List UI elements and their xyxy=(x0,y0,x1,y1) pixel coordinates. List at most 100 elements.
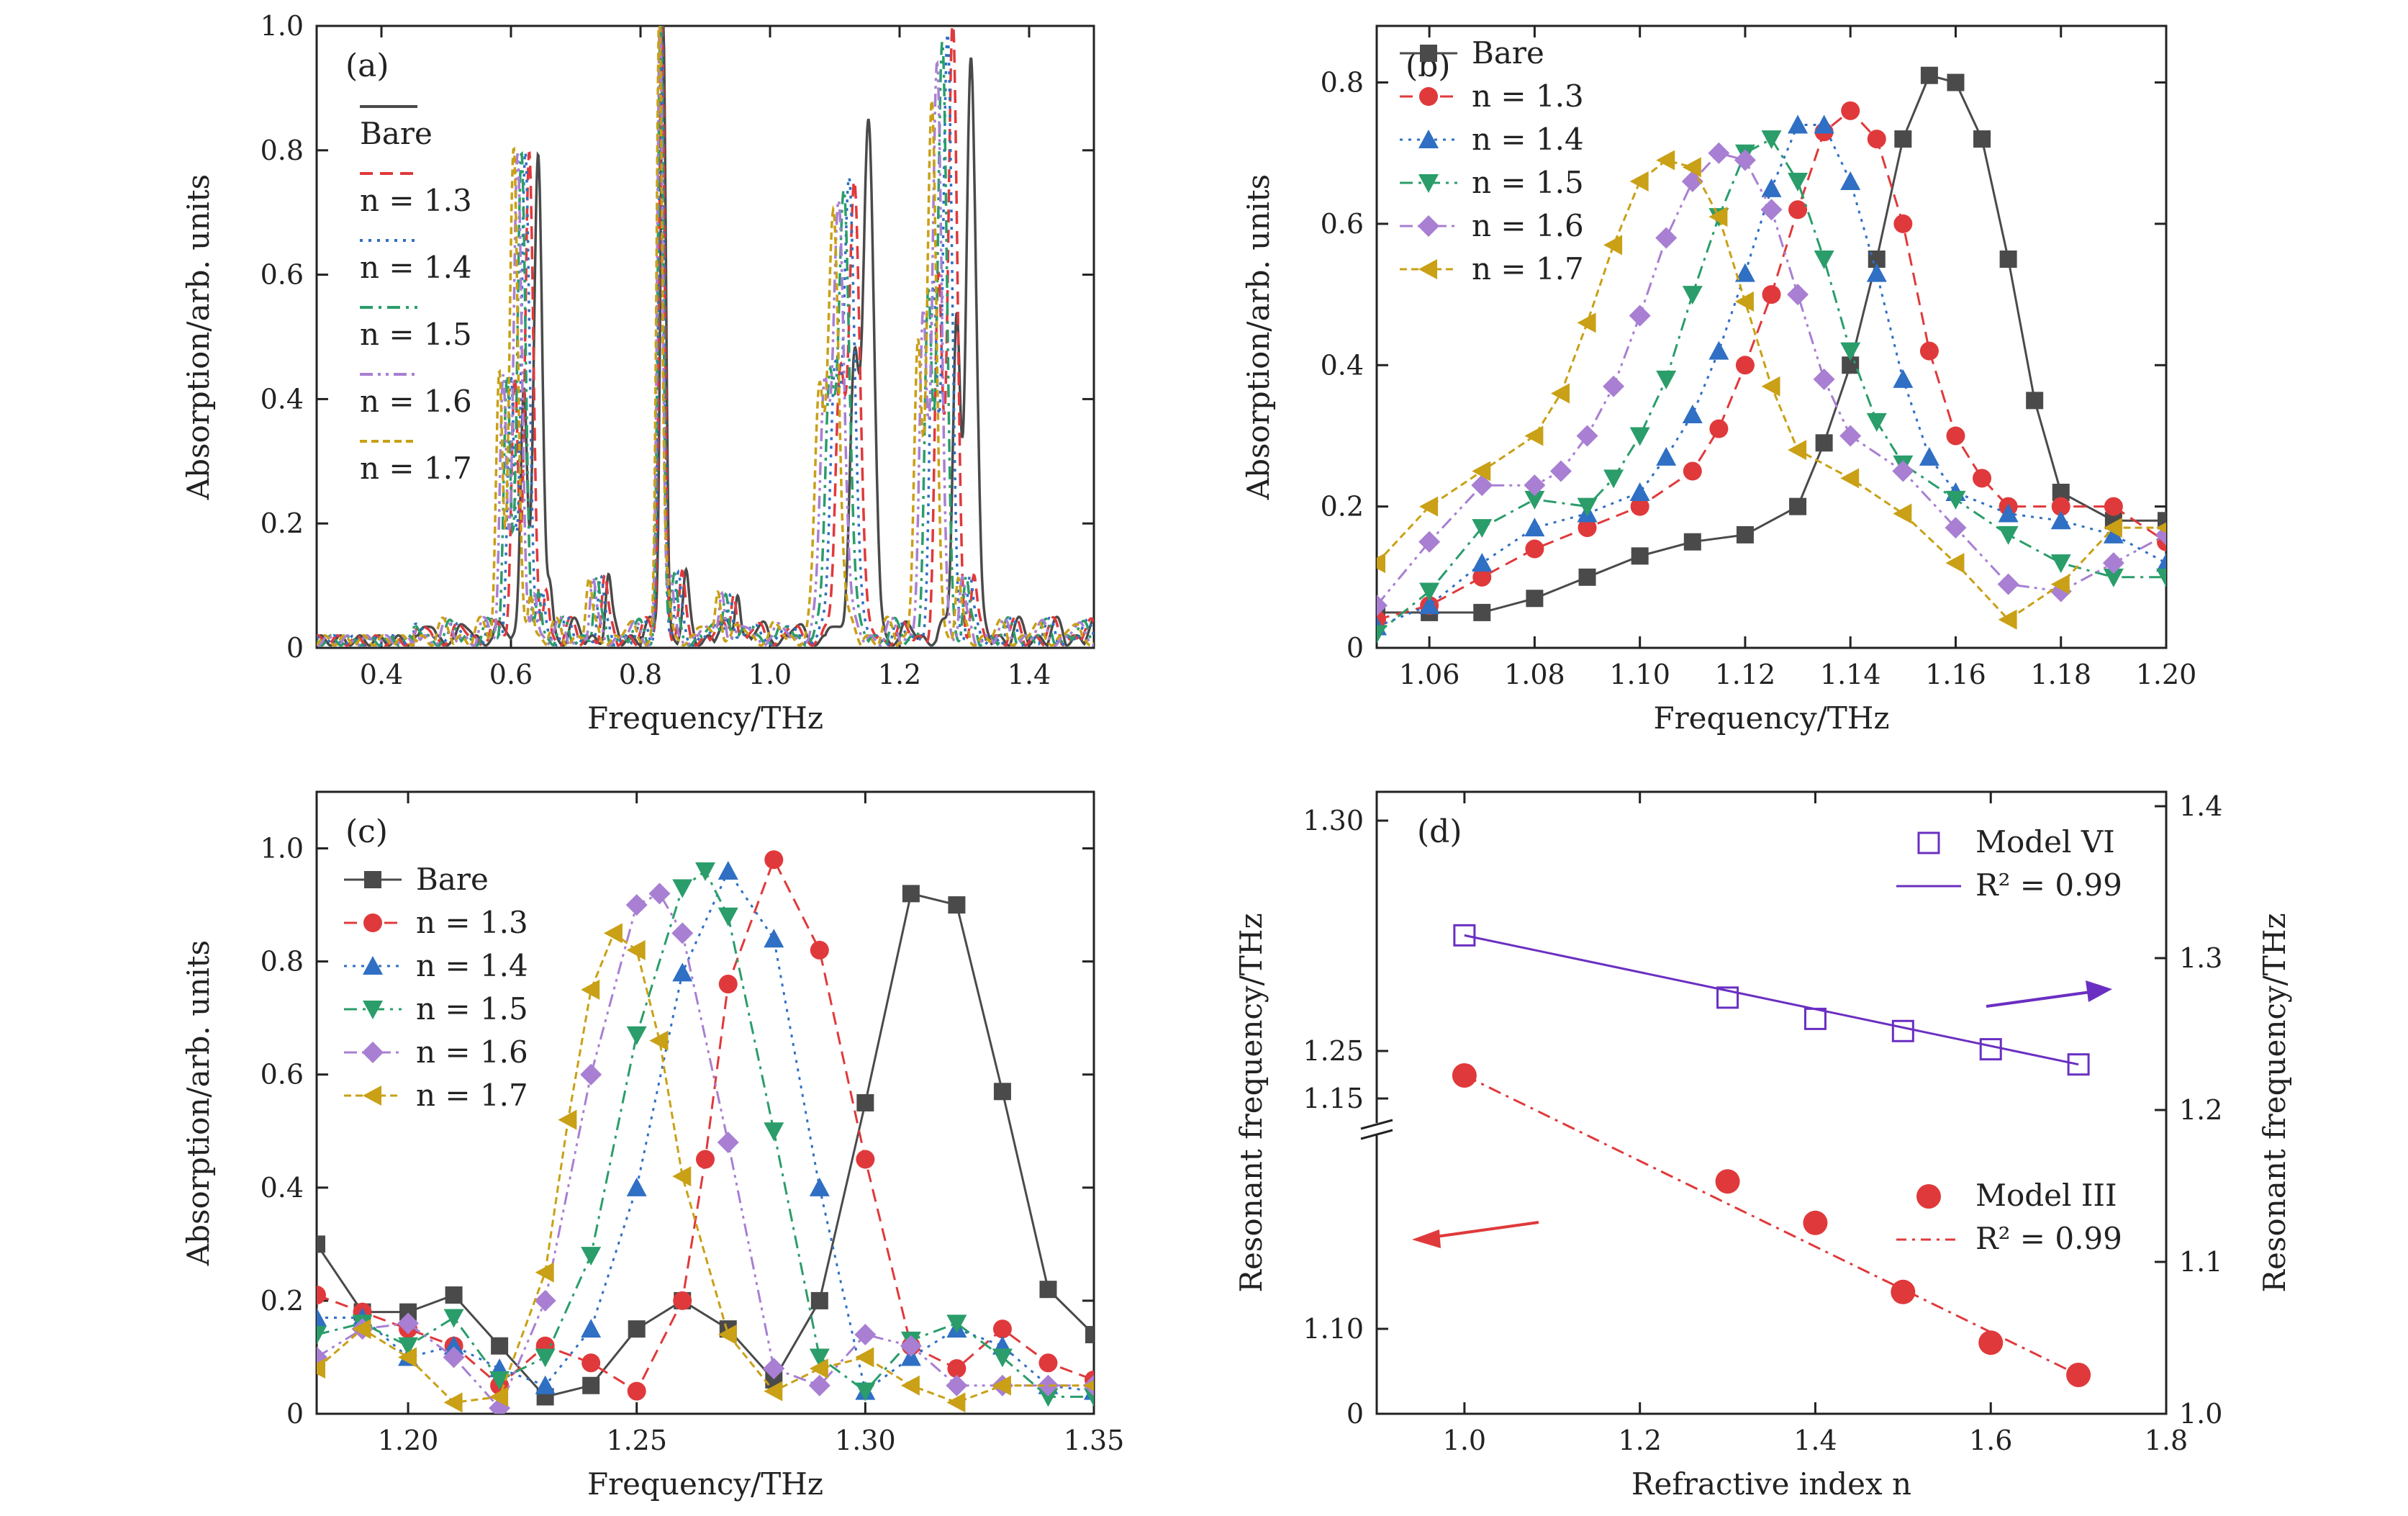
panel-b: 1.06 1.08 1.10 1.12 1.14 1.16 1.18 1.20 0 0.2 0.4 0… xyxy=(1241,24,2197,736)
panel-d: 0 1.10 1.15 1.25 1.30 1.0 1.1 1.2 1.3 1.4 1.0 1.2 1.… xyxy=(1234,790,2292,1502)
x-tick-label: 1.2 xyxy=(1618,1425,1661,1456)
data-point xyxy=(1866,412,1887,432)
series-n-1-6 xyxy=(1377,142,2166,617)
y-axis-title: Absorption/arb. units xyxy=(181,940,216,1266)
data-point xyxy=(1945,517,1967,539)
legend-label-bare: Bare xyxy=(416,862,489,897)
series-line xyxy=(1377,137,2166,635)
legend-label-n-1-3: n = 1.3 xyxy=(416,905,528,940)
y-tick-label-right: 1.2 xyxy=(2179,1094,2222,1126)
data-point xyxy=(1683,461,1702,481)
x-tick-label: 1.4 xyxy=(1008,659,1051,690)
legend-label-n-1-4: n = 1.4 xyxy=(360,250,472,285)
data-point xyxy=(764,929,784,948)
y-tick-label: 0 xyxy=(1346,632,1364,664)
data-point xyxy=(626,939,646,960)
y-tick-label: 0.6 xyxy=(261,1059,304,1091)
data-point xyxy=(317,1307,327,1327)
legend-marker-n-1-6 xyxy=(362,1042,384,1063)
y-axis-title: Absorption/arb. units xyxy=(181,174,216,500)
x-tick-label: 1.8 xyxy=(2145,1425,2188,1456)
data-point xyxy=(1979,1038,2002,1061)
data-point xyxy=(900,1335,922,1357)
data-point xyxy=(627,1381,646,1401)
data-point xyxy=(992,1348,1013,1368)
y-tick-label: 0.8 xyxy=(261,946,304,978)
arrow-right-head xyxy=(2086,980,2112,1002)
arrow-right-axis xyxy=(1986,991,2091,1008)
data-point xyxy=(856,1094,874,1111)
x-tick-label: 0.6 xyxy=(489,659,533,690)
data-point xyxy=(695,862,715,881)
data-point xyxy=(1813,368,1835,390)
data-point xyxy=(1761,178,1782,197)
data-point xyxy=(1683,533,1701,551)
x-tick-label: 0.4 xyxy=(360,659,403,690)
data-point xyxy=(900,1375,920,1396)
data-point xyxy=(581,1319,602,1338)
y-tick-label: 0.8 xyxy=(261,135,304,166)
data-point xyxy=(1472,553,1493,572)
data-point xyxy=(1840,171,1861,190)
legend-label-n-1-6: n = 1.6 xyxy=(416,1034,528,1070)
data-point xyxy=(443,1346,465,1368)
y-tick-label-right: 1.1 xyxy=(2179,1246,2222,1278)
data-point xyxy=(2102,552,2124,574)
legend-marker-bare xyxy=(364,871,381,888)
data-point xyxy=(1655,227,1678,249)
data-point xyxy=(2050,554,2071,574)
data-point xyxy=(1787,284,1809,306)
data-point xyxy=(1735,356,1755,375)
data-point xyxy=(1577,497,1598,517)
x-axis-title: Frequency/THz xyxy=(1653,700,1889,736)
data-point xyxy=(648,883,671,905)
data-point xyxy=(2103,518,2122,538)
x-tick-label: 1.08 xyxy=(1504,659,1565,690)
panel-a: 0.4 0.6 0.8 1.0 1.2 1.4 0 0.2 0.4 0.6 0.8 1.0 Freque… xyxy=(181,10,1095,736)
x-tick-label: 1.12 xyxy=(1715,659,1776,690)
series-n-1-5 xyxy=(317,862,1094,1407)
data-point xyxy=(1377,595,1388,617)
y-tick-label: 0.8 xyxy=(1321,67,1364,99)
legend-label-fit-vi: R² = 0.99 xyxy=(1975,867,2122,903)
panel-label: (c) xyxy=(345,813,388,850)
data-point xyxy=(1629,482,1650,501)
y-tick-label: 0.4 xyxy=(261,383,304,415)
legend-label-model-iii: Model III xyxy=(1975,1178,2117,1213)
data-point xyxy=(1998,525,2019,545)
series-line-n-1-3 xyxy=(317,26,1094,647)
x-tick-label: 0.8 xyxy=(619,659,662,690)
data-point xyxy=(1682,157,1701,178)
series-n-1-5 xyxy=(1377,130,2166,644)
data-point xyxy=(855,1382,876,1402)
legend-marker-n-1-7 xyxy=(1418,259,1437,279)
legend-label-fit-iii: R² = 0.99 xyxy=(1975,1221,2122,1256)
data-point xyxy=(992,1375,1011,1396)
data-point xyxy=(671,922,694,944)
data-point xyxy=(2156,568,2166,587)
x-tick-label: 1.20 xyxy=(378,1425,439,1456)
data-point xyxy=(1893,369,1914,388)
data-point xyxy=(626,1177,647,1196)
x-tick-label: 1.20 xyxy=(2136,659,2197,690)
plot-area xyxy=(317,26,1094,648)
series-model-iii xyxy=(1452,1063,2091,1387)
series-line xyxy=(1377,152,2166,607)
series-n-1-7 xyxy=(1377,150,2166,630)
data-point xyxy=(1578,568,1596,586)
panel-c: 1.20 1.25 1.30 1.35 0 0.2 0.4 0.6 0.8 1.0 Frequenc… xyxy=(181,790,1124,1502)
data-point xyxy=(2051,497,2070,516)
data-point xyxy=(1656,446,1677,466)
data-point xyxy=(1472,461,1491,482)
data-point xyxy=(626,1026,647,1045)
data-point xyxy=(1803,1210,1828,1235)
data-point xyxy=(2067,1053,2090,1076)
data-point xyxy=(1472,567,1492,587)
data-point xyxy=(491,1337,509,1355)
x-tick-label: 1.4 xyxy=(1793,1425,1837,1456)
legend-label-n-1-5: n = 1.5 xyxy=(416,991,528,1027)
arrow-left-head xyxy=(1412,1230,1441,1248)
y-tick-label-left: 1.30 xyxy=(1303,805,1364,836)
x-tick-label: 1.06 xyxy=(1399,659,1460,690)
x-axis-title: Refractive index n xyxy=(1631,1466,1911,1502)
